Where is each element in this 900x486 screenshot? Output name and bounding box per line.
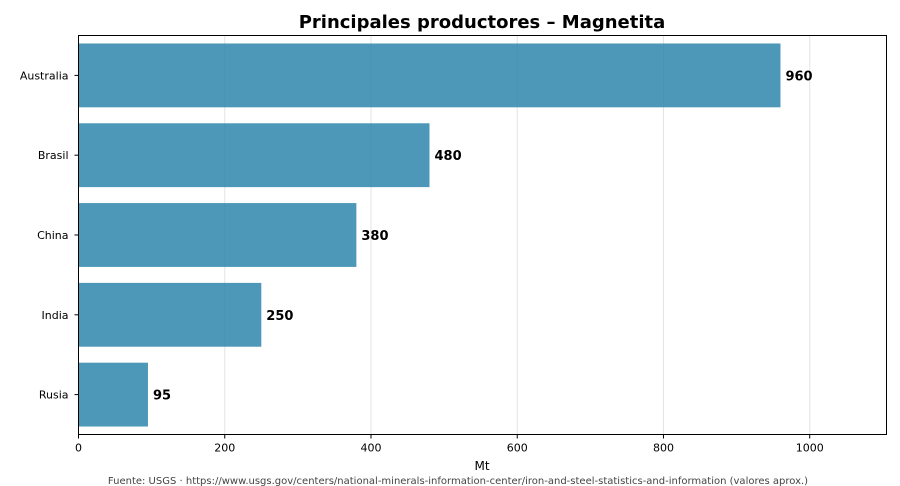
x-tick-label: 800 [653,442,674,455]
bar-india [78,282,262,347]
x-tick-label: 200 [214,442,235,455]
value-labels: 960 480 380 250 95 [153,69,813,403]
x-tick-label: 1000 [796,442,824,455]
bars [78,43,781,427]
value-label: 960 [785,69,812,84]
y-tick-label: Brasil [38,149,69,162]
y-tick-label: Rusia [39,389,69,402]
bar-brasil [78,123,430,188]
bar-china [78,203,357,267]
value-label: 480 [434,149,461,164]
value-label: 95 [153,389,171,404]
value-label: 250 [266,309,293,324]
y-tick-label: China [37,229,68,242]
x-tick-label: 600 [507,442,528,455]
bar-australia [78,43,781,108]
y-tick-label: India [42,309,69,322]
x-tick-label: 400 [360,442,381,455]
chart-title: Principales productores – Magnetita [299,12,666,33]
x-axis-ticks: 0 200 400 600 800 1000 [75,434,824,455]
x-tick-label: 0 [75,442,82,455]
y-tick-label: Australia [20,69,69,82]
y-axis-ticks: Australia Brasil China India Rusia [20,69,79,402]
bar-rusia [78,362,148,427]
value-label: 380 [361,229,388,244]
x-axis-label: Mt [474,459,489,473]
footnote: Fuente: USGS · https://www.usgs.gov/cent… [108,476,808,486]
